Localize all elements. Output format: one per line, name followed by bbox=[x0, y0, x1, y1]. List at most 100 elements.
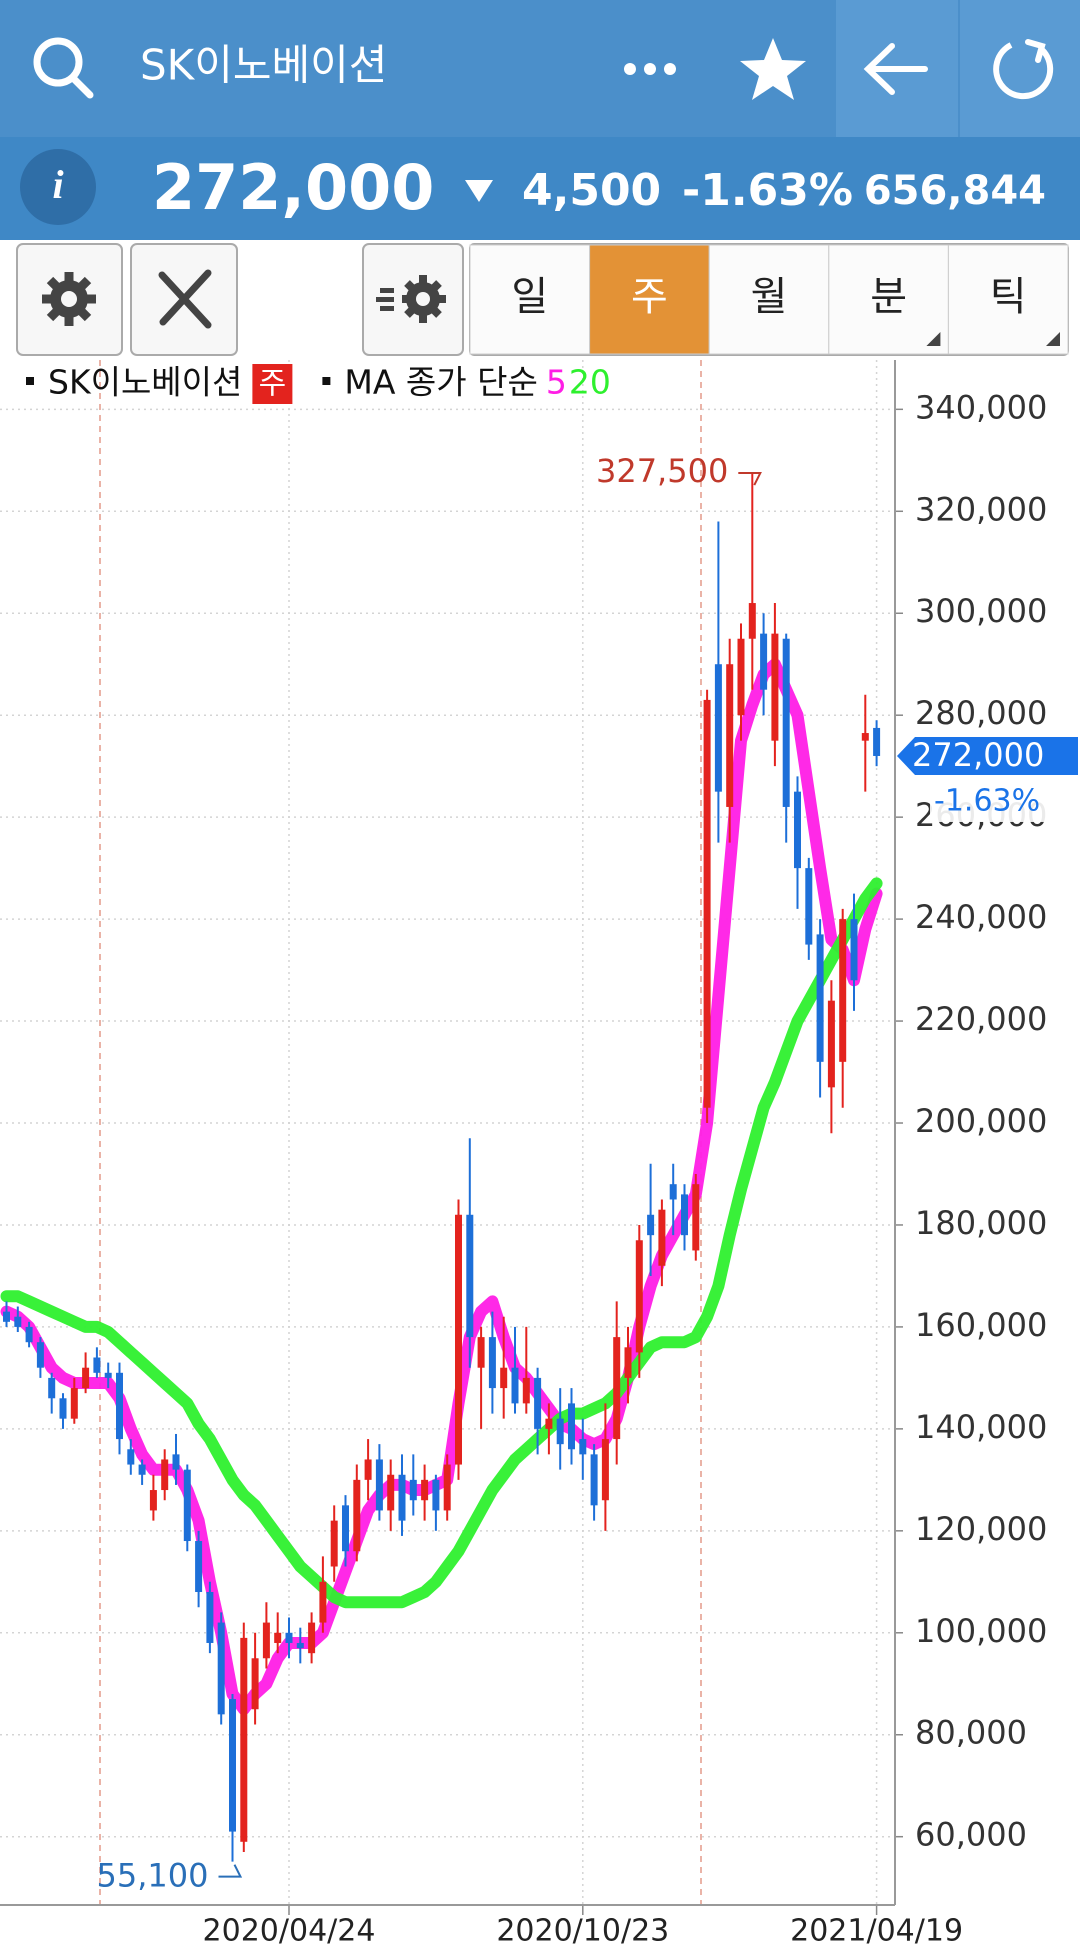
tab[interactable] bbox=[947, 244, 1069, 355]
y-tick-label: 300,000 bbox=[915, 592, 1047, 630]
candle-body bbox=[229, 1699, 236, 1832]
refresh-button-bg[interactable] bbox=[960, 0, 1080, 137]
y-tick-label: 180,000 bbox=[915, 1204, 1047, 1242]
tab-label[interactable]: 틱 bbox=[990, 274, 1027, 320]
candle-body bbox=[161, 1459, 169, 1491]
candle-body bbox=[398, 1474, 406, 1521]
candle-body bbox=[850, 919, 858, 981]
info-icon[interactable]: i bbox=[52, 162, 63, 207]
y-tick-label: 220,000 bbox=[915, 1000, 1047, 1038]
candle-body bbox=[274, 1632, 282, 1643]
volume: 656,844 bbox=[864, 168, 1046, 214]
candle-body bbox=[748, 603, 756, 639]
plot-bg bbox=[0, 360, 1080, 1947]
candle-body bbox=[782, 638, 790, 807]
tab-corner bbox=[926, 332, 941, 346]
candle-body bbox=[183, 1469, 191, 1542]
candle-body bbox=[330, 1520, 338, 1567]
high-label: 327,500 bbox=[596, 452, 728, 490]
candle-body bbox=[206, 1592, 214, 1643]
legend-period: 주 bbox=[259, 367, 287, 402]
high-marker bbox=[738, 472, 762, 486]
last-price-label: 272,000 bbox=[912, 736, 1044, 774]
y-tick-label: 240,000 bbox=[915, 898, 1047, 936]
candle-body bbox=[488, 1337, 496, 1389]
candle-body bbox=[364, 1459, 372, 1480]
candle-body bbox=[138, 1464, 146, 1475]
candle-body bbox=[104, 1372, 112, 1378]
candle-body bbox=[443, 1464, 451, 1511]
candle-body bbox=[296, 1642, 304, 1649]
y-tick-label: 320,000 bbox=[915, 490, 1047, 528]
candle-body bbox=[624, 1347, 632, 1378]
candle-body bbox=[500, 1367, 508, 1389]
info-button[interactable] bbox=[20, 149, 96, 225]
tab-label[interactable]: 일 bbox=[511, 274, 548, 320]
candle-body bbox=[579, 1439, 587, 1455]
ma-line bbox=[0, 658, 883, 1716]
candle-body bbox=[70, 1388, 78, 1419]
x-tick-label: 2021/04/19 bbox=[790, 1914, 963, 1948]
back-icon[interactable] bbox=[863, 43, 928, 95]
candle-body bbox=[703, 699, 711, 1108]
y-tick-label: 200,000 bbox=[915, 1102, 1047, 1140]
search-icon[interactable] bbox=[33, 37, 94, 99]
legend-period-bg bbox=[252, 364, 293, 404]
candle-body bbox=[545, 1418, 553, 1429]
candle-body bbox=[375, 1459, 383, 1511]
tab[interactable] bbox=[828, 244, 949, 355]
current-price: 272,000 bbox=[152, 151, 434, 224]
tools-icon[interactable] bbox=[158, 269, 212, 329]
candle-body bbox=[127, 1449, 135, 1465]
chart-settings-icon[interactable] bbox=[376, 275, 446, 323]
candle-body bbox=[601, 1439, 609, 1501]
y-tick-label: 140,000 bbox=[915, 1408, 1047, 1446]
candle-body bbox=[285, 1632, 293, 1643]
tab[interactable] bbox=[589, 244, 710, 355]
candle-body bbox=[172, 1454, 180, 1470]
candle-body bbox=[681, 1194, 688, 1236]
candle-body bbox=[714, 664, 722, 792]
tab-label[interactable]: 분 bbox=[870, 274, 907, 320]
candle-body bbox=[319, 1581, 327, 1623]
tab-label[interactable]: 월 bbox=[751, 274, 788, 320]
y-tick-label: 160,000 bbox=[915, 1306, 1047, 1344]
candle-body bbox=[760, 633, 768, 690]
candle-body bbox=[839, 919, 847, 1062]
candle-body bbox=[647, 1214, 655, 1236]
y-tick-label: 340,000 bbox=[915, 388, 1047, 426]
candle-body bbox=[669, 1184, 677, 1200]
change-label: -1.63% bbox=[934, 783, 1040, 818]
tab-corner bbox=[1046, 332, 1060, 346]
down-arrow bbox=[465, 180, 493, 202]
tab[interactable] bbox=[469, 244, 591, 355]
candle-body bbox=[240, 1637, 248, 1842]
legend-ma-label: MA 종가 단순 bbox=[344, 363, 537, 402]
candle-body bbox=[692, 1184, 700, 1251]
candle-body bbox=[251, 1658, 259, 1710]
candle-body bbox=[342, 1505, 349, 1552]
y-tick-label: 100,000 bbox=[915, 1612, 1047, 1650]
tab-label[interactable]: 주 bbox=[631, 274, 668, 320]
settings-icon[interactable] bbox=[42, 272, 96, 326]
candle-body bbox=[36, 1342, 44, 1368]
y-tick-label: 60,000 bbox=[915, 1816, 1027, 1854]
more-icon[interactable] bbox=[624, 63, 676, 75]
change-rate: -1.63% bbox=[682, 165, 853, 216]
legend-ma-period: 5 bbox=[546, 363, 567, 402]
refresh-icon[interactable] bbox=[993, 39, 1054, 100]
candle-body bbox=[873, 727, 881, 756]
tab[interactable] bbox=[708, 244, 830, 355]
legend-name: SK이노베이션 bbox=[48, 363, 242, 402]
favorite-icon[interactable] bbox=[740, 38, 806, 100]
candle-body bbox=[387, 1474, 395, 1511]
candle-body bbox=[816, 934, 824, 1062]
candle-body bbox=[308, 1622, 316, 1654]
candle-body bbox=[409, 1479, 417, 1501]
last-price-tag bbox=[897, 736, 1078, 775]
candle-body bbox=[48, 1377, 56, 1399]
candle-body bbox=[262, 1622, 270, 1659]
candle-body bbox=[522, 1377, 530, 1404]
